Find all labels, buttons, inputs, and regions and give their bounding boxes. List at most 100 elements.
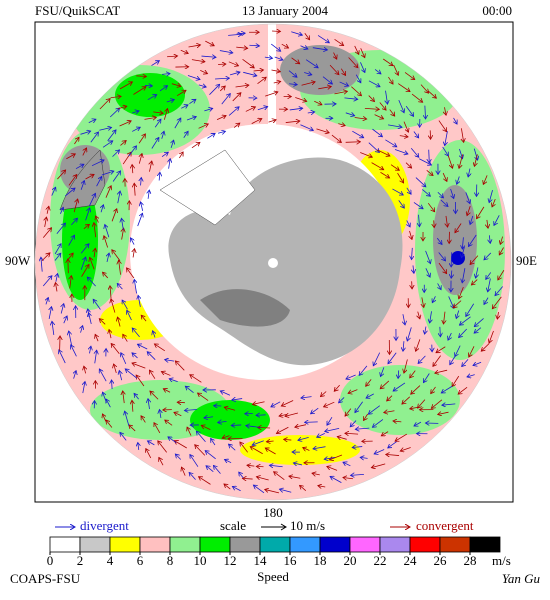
wind-vector xyxy=(380,367,385,376)
wind-vector xyxy=(71,218,77,226)
wind-vector xyxy=(360,48,365,57)
wind-vector xyxy=(447,155,452,169)
wind-vector xyxy=(122,228,124,240)
wind-vector xyxy=(476,267,478,278)
wind-vector xyxy=(55,283,57,292)
wind-vector xyxy=(345,408,352,417)
right-label: 90E xyxy=(516,253,537,268)
wind-vector xyxy=(360,457,368,458)
wind-vector xyxy=(85,174,95,180)
wind-vector xyxy=(441,385,453,393)
wind-vector xyxy=(265,489,280,494)
wind-vector xyxy=(304,32,310,40)
wind-vector xyxy=(395,433,408,441)
wind-vector xyxy=(243,71,257,75)
wind-vector xyxy=(393,421,402,422)
wind-vector xyxy=(351,474,364,475)
wind-vector xyxy=(404,359,408,373)
wind-vector xyxy=(364,108,379,109)
wind-vector xyxy=(355,428,370,429)
wind-vector xyxy=(334,91,347,94)
wind-vector xyxy=(360,62,364,72)
wind-vector xyxy=(289,84,297,85)
color-swatch xyxy=(109,536,141,553)
color-swatch xyxy=(199,536,231,553)
wind-vector xyxy=(382,58,393,66)
wind-vector xyxy=(456,310,459,318)
wind-vector xyxy=(443,311,444,324)
divergent-label: divergent xyxy=(80,518,129,533)
wind-vector xyxy=(285,412,298,416)
wind-vector xyxy=(123,334,128,342)
wind-vector xyxy=(249,45,259,46)
wind-vector xyxy=(284,439,292,440)
wind-vector xyxy=(148,190,149,199)
wind-vector xyxy=(403,314,405,325)
wind-vector xyxy=(96,176,102,187)
wind-vector xyxy=(189,472,196,480)
wind-vector xyxy=(318,86,331,88)
wind-vector xyxy=(442,146,449,156)
wind-vector xyxy=(488,278,491,292)
wind-vector xyxy=(253,485,265,494)
wind-vector xyxy=(298,437,309,440)
wind-vector xyxy=(250,447,263,455)
wind-vector xyxy=(462,268,466,283)
wind-vector xyxy=(127,268,135,279)
wind-vector xyxy=(462,237,463,249)
wind-vector xyxy=(83,224,89,230)
wind-vector xyxy=(389,109,395,117)
wind-vector xyxy=(136,375,145,387)
wind-vector xyxy=(201,425,211,431)
wind-vector xyxy=(304,73,312,75)
wind-vector xyxy=(445,131,448,145)
wind-vector xyxy=(120,141,126,146)
tick-label: 18 xyxy=(314,553,327,568)
wind-vector xyxy=(314,100,322,105)
wind-vector xyxy=(407,220,410,226)
wind-vector xyxy=(359,365,368,376)
wind-vector xyxy=(268,120,277,122)
wind-vector xyxy=(117,106,127,109)
wind-vector xyxy=(388,125,402,127)
wind-vector xyxy=(228,444,236,451)
wind-vector xyxy=(293,463,303,465)
wind-vector xyxy=(327,416,333,425)
wind-vector xyxy=(458,386,468,394)
wind-vector xyxy=(171,140,174,149)
wind-vector xyxy=(125,369,138,379)
wind-vector xyxy=(136,76,146,77)
wind-vector xyxy=(461,246,464,258)
left-label: 90W xyxy=(5,253,31,268)
wind-vector xyxy=(489,330,494,343)
tick-label: 0 xyxy=(47,553,54,568)
wind-vector xyxy=(388,441,397,448)
wind-vector xyxy=(331,134,341,143)
wind-vector xyxy=(459,154,464,168)
wind-vector xyxy=(224,407,236,410)
wind-vector xyxy=(379,102,386,110)
wind-vector xyxy=(252,440,264,445)
color-swatch xyxy=(139,536,171,553)
wind-vector xyxy=(219,51,233,53)
wind-vector xyxy=(119,371,121,381)
wind-vector xyxy=(81,181,84,190)
wind-vector xyxy=(114,364,117,374)
wind-vector xyxy=(438,262,447,273)
wind-vector xyxy=(132,111,139,113)
wind-vector xyxy=(450,356,456,365)
wind-vector xyxy=(231,425,242,426)
wind-vector xyxy=(211,438,216,446)
wind-vector xyxy=(191,142,200,149)
wind-vector xyxy=(171,84,181,87)
wind-vector xyxy=(132,353,138,359)
wind-vector xyxy=(107,130,116,141)
wind-vector xyxy=(492,296,502,309)
wind-vector xyxy=(66,154,75,160)
wind-vector xyxy=(340,68,345,76)
wind-vector xyxy=(368,80,380,87)
wind-vector xyxy=(247,465,255,466)
wind-vector xyxy=(81,264,89,277)
wind-vector xyxy=(281,400,294,406)
wind-vector xyxy=(371,162,384,170)
